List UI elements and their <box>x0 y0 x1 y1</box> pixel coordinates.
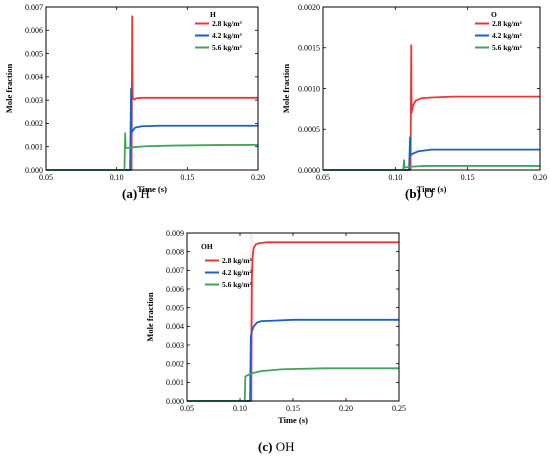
x-tick-label: 0.05 <box>316 173 330 182</box>
x-tick-label: 0.05 <box>180 404 194 413</box>
legend-label: 5.6 kg/m² <box>222 280 253 289</box>
y-tick-label: 0.0005 <box>298 125 320 134</box>
y-tick-label: 0.005 <box>166 303 184 312</box>
legend-label: 2.8 kg/m² <box>492 19 523 28</box>
series-line-blue <box>323 136 540 171</box>
panel-caption: (a) H <box>122 186 150 201</box>
y-tick-label: 0.001 <box>166 378 184 387</box>
panel-caption: (c) OH <box>258 439 294 454</box>
y-tick-label: 0.004 <box>25 73 43 82</box>
x-tick-label: 0.20 <box>339 404 353 413</box>
legend-label: 4.2 kg/m² <box>492 31 523 40</box>
series-line-red <box>323 44 540 171</box>
y-tick-label: 0.008 <box>166 247 184 256</box>
caption-text: O <box>421 186 434 201</box>
y-tick-label: 0.0000 <box>298 166 320 175</box>
y-tick-label: 0.002 <box>25 119 43 128</box>
series-line-blue <box>46 87 258 171</box>
chart-panel-2: 0.05 0.10 0.15 0.20 0.0000 0.0005 0.0010 0.0015… <box>281 3 547 201</box>
x-tick-label: 0.25 <box>392 404 406 413</box>
x-tick-label: 0.15 <box>461 173 475 182</box>
legend-label: 4.2 kg/m³ <box>212 31 243 40</box>
legend-label: 2.8 kg/m³ <box>212 19 243 28</box>
legend-label: 4.2 kg/m² <box>222 268 253 277</box>
caption-letter: (a) <box>122 186 137 201</box>
y-axis-label: Mole fraction <box>4 64 14 114</box>
y-tick-label: 0.000 <box>166 397 184 406</box>
caption-text: H <box>137 186 150 201</box>
y-tick-label: 0.006 <box>166 285 184 294</box>
caption-text: OH <box>272 439 294 454</box>
plot-frame <box>186 232 400 402</box>
x-axis-label: Time (s) <box>278 415 308 425</box>
x-tick-label: 0.20 <box>251 173 265 182</box>
x-tick-label: 0.15 <box>180 173 194 182</box>
series-line-blue <box>187 318 399 402</box>
y-tick-label: 0.009 <box>166 229 184 238</box>
y-tick-label: 0.006 <box>25 26 43 35</box>
x-tick-label: 0.05 <box>39 173 53 182</box>
species-label: OH <box>201 242 213 251</box>
y-tick-label: 0.007 <box>25 3 43 12</box>
chart-panel-1: 0.05 0.10 0.15 0.20 0.000 0.001 0.002 0.003 0.00… <box>4 3 265 201</box>
x-tick-label: 0.10 <box>388 173 402 182</box>
y-tick-label: 0.007 <box>166 266 184 275</box>
y-tick-label: 0.002 <box>166 359 184 368</box>
x-tick-label: 0.10 <box>233 404 247 413</box>
y-tick-label: 0.0015 <box>298 44 320 53</box>
y-axis-label: Mole fraction <box>145 292 155 342</box>
y-tick-label: 0.000 <box>25 166 43 175</box>
legend-label: 2.8 kg/m² <box>222 256 253 265</box>
series-line-green <box>323 159 540 171</box>
caption-letter: (c) <box>258 439 272 454</box>
x-tick-label: 0.15 <box>286 404 300 413</box>
chart-panel-3: 0.05 0.10 0.15 0.20 0.25 0.000 0.001 0.002 0.003… <box>145 229 406 454</box>
y-axis-label: Mole fraction <box>281 64 291 114</box>
x-axis-label: Time (s) <box>417 184 447 194</box>
y-tick-label: 0.004 <box>166 322 184 331</box>
y-tick-label: 0.0020 <box>298 3 320 12</box>
panel-caption: (b) O <box>405 186 434 201</box>
y-tick-label: 0.003 <box>166 341 184 350</box>
legend-label: 5.6 kg/m² <box>492 43 523 52</box>
caption-letter: (b) <box>405 186 421 201</box>
y-tick-label: 0.005 <box>25 49 43 58</box>
x-tick-label: 0.20 <box>533 173 547 182</box>
y-tick-label: 0.003 <box>25 96 43 105</box>
y-tick-label: 0.0010 <box>298 84 320 93</box>
species-label: H <box>210 10 216 19</box>
plot-frame <box>45 6 259 171</box>
series-line-green <box>187 367 399 402</box>
x-tick-label: 0.10 <box>110 173 124 182</box>
x-axis-label: Time (s) <box>137 184 167 194</box>
legend-label: 5.6 kg/m³ <box>212 43 243 52</box>
series-line-green <box>46 132 259 171</box>
species-label: O <box>491 10 497 19</box>
y-tick-label: 0.001 <box>25 143 43 152</box>
series-line-red <box>187 241 399 402</box>
